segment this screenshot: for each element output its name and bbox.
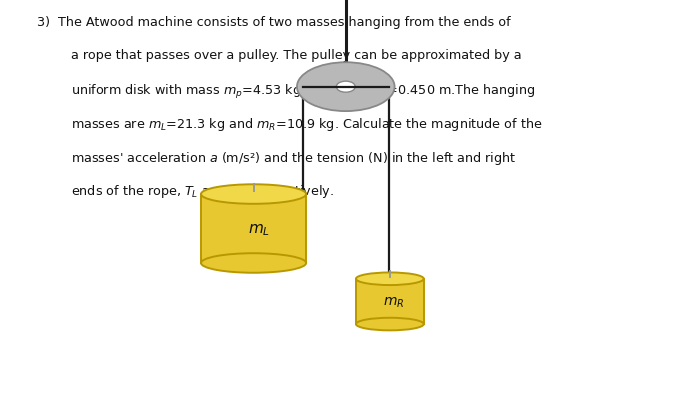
Circle shape <box>336 81 355 92</box>
Text: uniform disk with mass $\it{m}_p$=4.53 kg and radius $\it{r}_p$=0.450 m.The hang: uniform disk with mass $\it{m}_p$=4.53 k… <box>71 83 536 101</box>
Bar <box>201 194 306 263</box>
Bar <box>356 279 424 324</box>
Text: ends of the rope, $\it{T}_L$ and $\it{T}_R$, respectively.: ends of the rope, $\it{T}_L$ and $\it{T}… <box>71 183 334 200</box>
Ellipse shape <box>201 253 306 273</box>
Text: $m_L$: $m_L$ <box>248 223 270 238</box>
Text: a rope that passes over a pulley. The pulley can be approximated by a: a rope that passes over a pulley. The pu… <box>71 49 522 62</box>
Text: $m_R$: $m_R$ <box>383 296 405 310</box>
Text: masses' acceleration $\it{a}$ (m/s²) and the tension (N) in the left and right: masses' acceleration $\it{a}$ (m/s²) and… <box>71 150 517 167</box>
Ellipse shape <box>201 184 306 204</box>
Text: masses are $\it{m}_L$=21.3 kg and $\it{m}_R$=10.9 kg. Calculate the magnitude of: masses are $\it{m}_L$=21.3 kg and $\it{m… <box>71 116 542 133</box>
Ellipse shape <box>297 62 395 111</box>
Ellipse shape <box>356 273 424 285</box>
Text: 3)  The Atwood machine consists of two masses hanging from the ends of: 3) The Atwood machine consists of two ma… <box>37 16 511 29</box>
Ellipse shape <box>356 318 424 330</box>
